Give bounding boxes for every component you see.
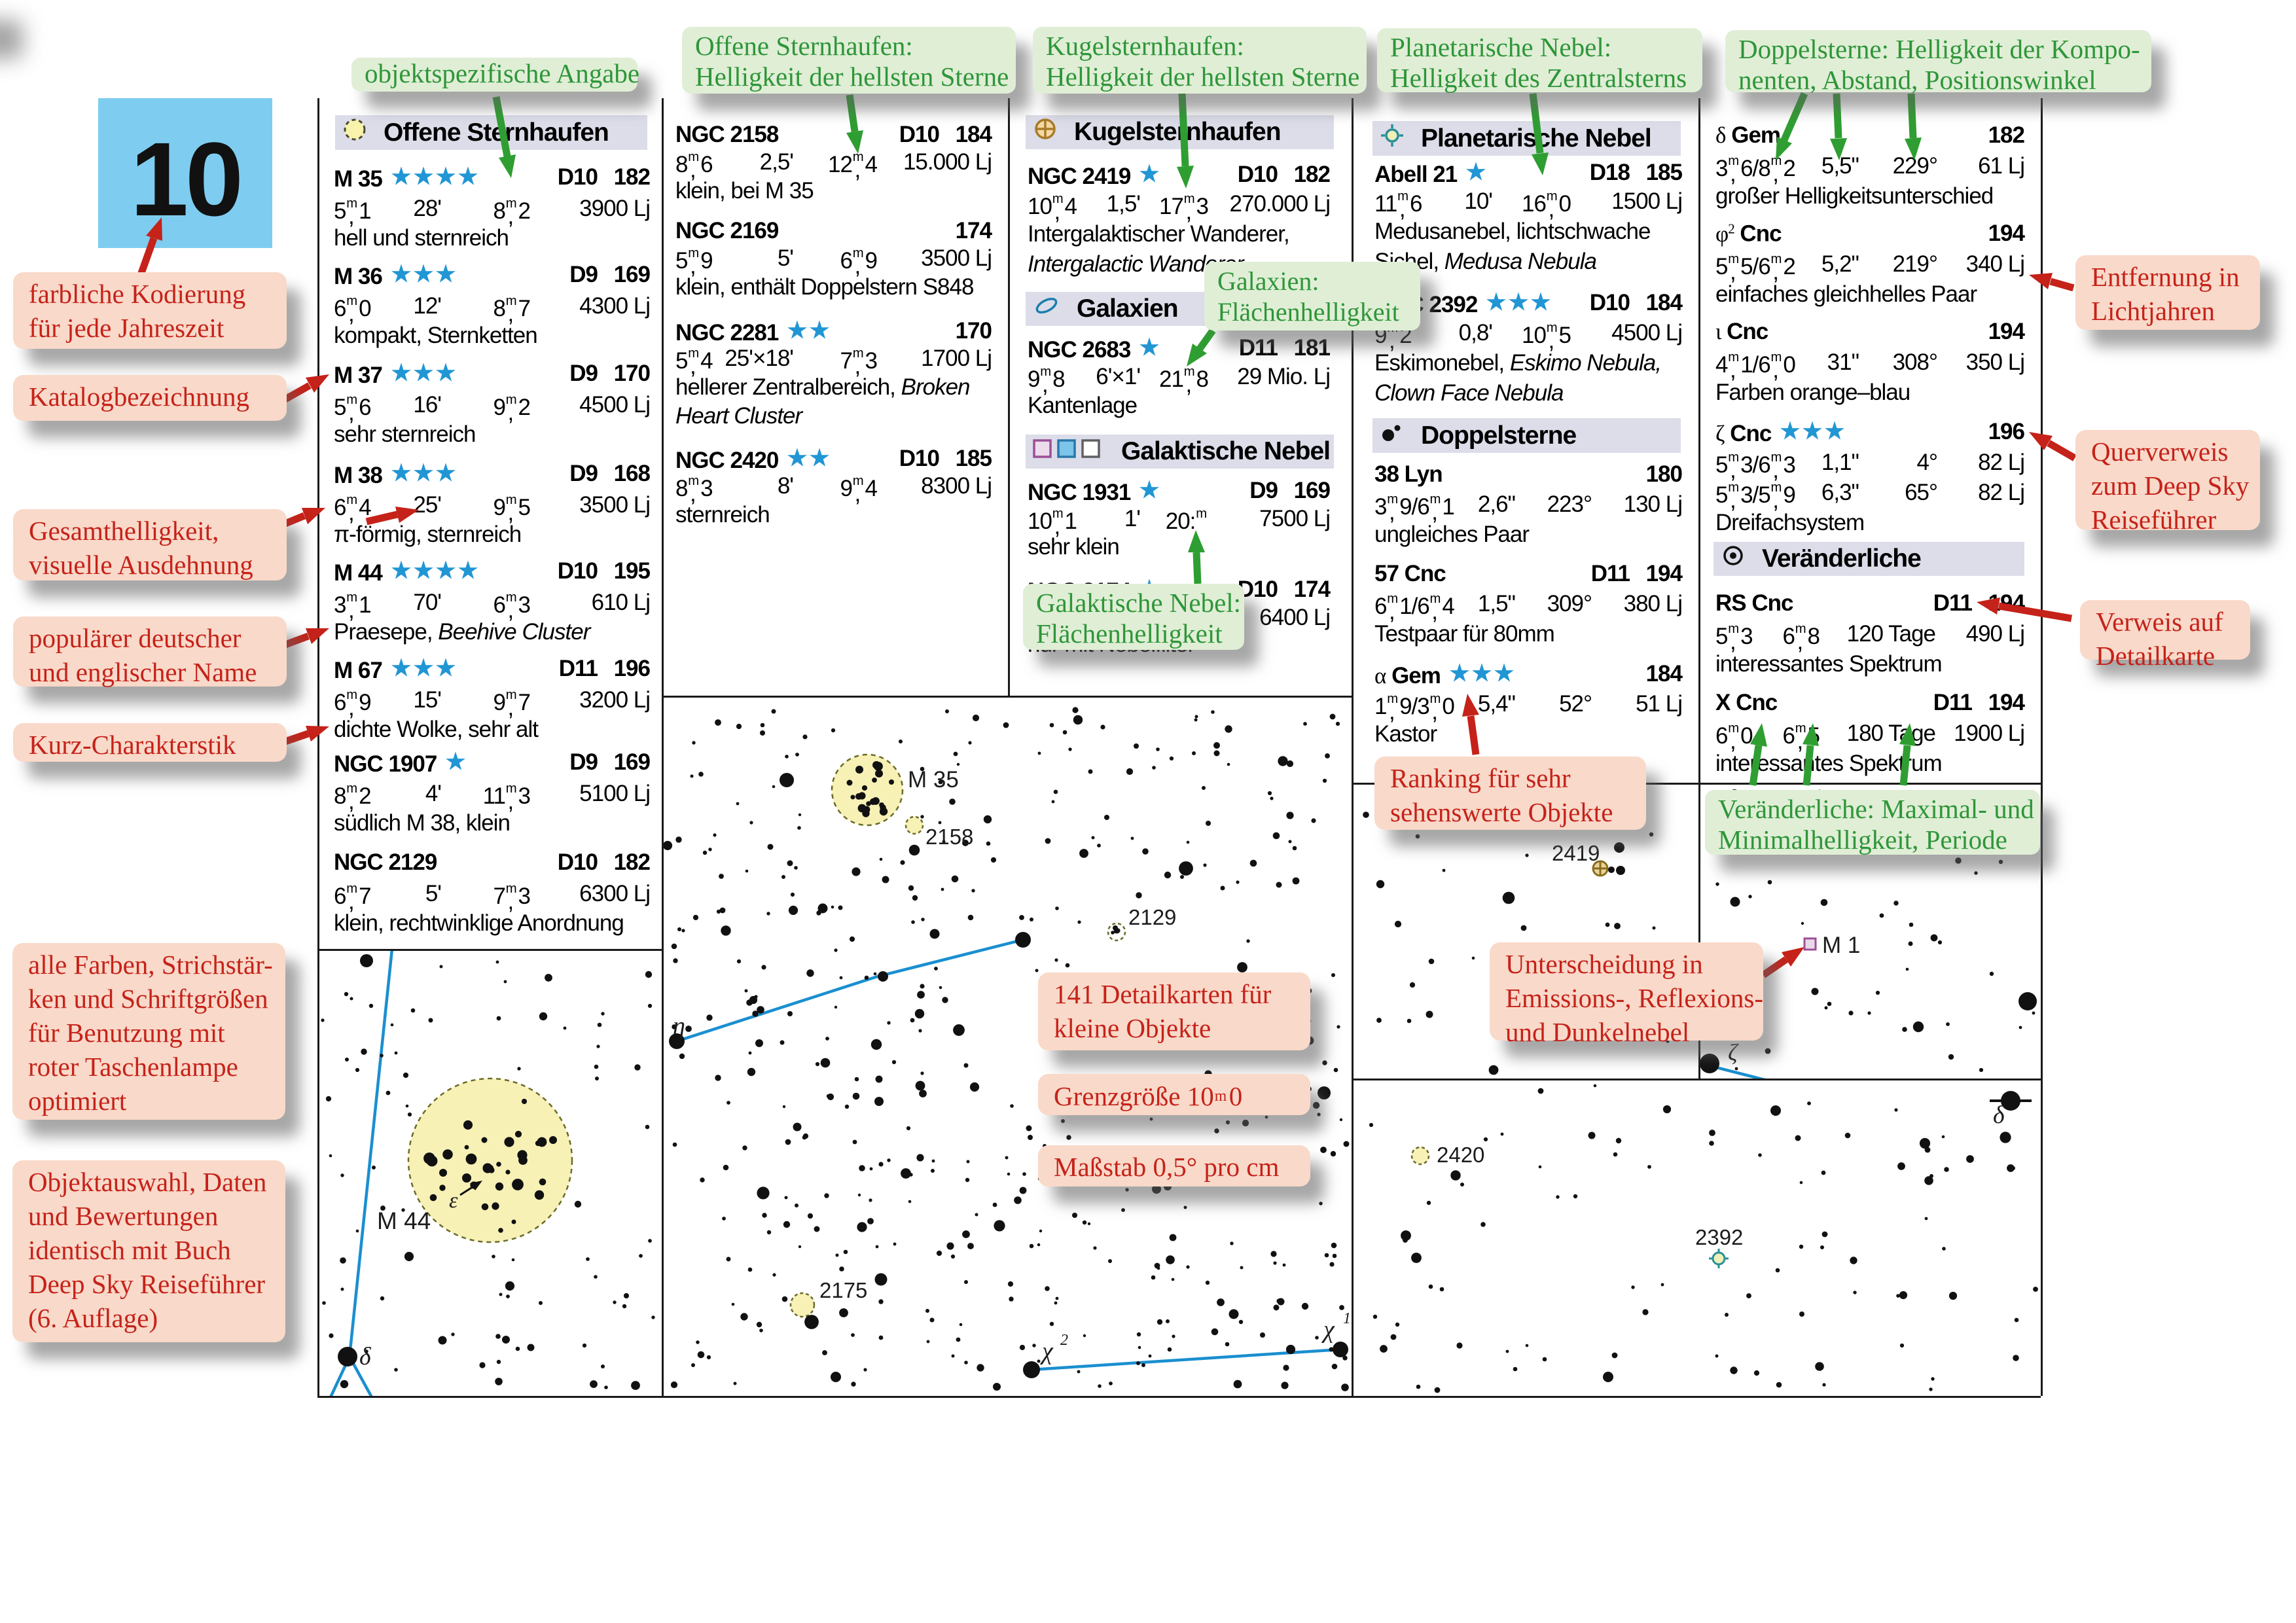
svg-text:2: 2	[1060, 1332, 1068, 1349]
svg-text:δ: δ	[1993, 1101, 2005, 1129]
svg-text:2419: 2419	[1552, 841, 1600, 865]
svg-text:ε: ε	[449, 1188, 458, 1213]
svg-text:2420: 2420	[1437, 1143, 1484, 1167]
svg-text:M 1: M 1	[1822, 933, 1860, 958]
svg-text:η: η	[673, 1012, 685, 1040]
svg-text:χ: χ	[1039, 1338, 1054, 1365]
svg-text:M 35: M 35	[908, 767, 959, 793]
svg-text:χ: χ	[1321, 1316, 1335, 1344]
svg-text:2175: 2175	[819, 1278, 867, 1302]
svg-text:δ: δ	[359, 1343, 372, 1370]
svg-text:M 44: M 44	[377, 1207, 431, 1234]
svg-text:1: 1	[1343, 1310, 1351, 1327]
svg-text:ζ: ζ	[1728, 1039, 1739, 1065]
svg-text:2392: 2392	[1695, 1225, 1743, 1249]
svg-text:2158: 2158	[925, 825, 973, 849]
svg-text:2129: 2129	[1128, 905, 1176, 929]
